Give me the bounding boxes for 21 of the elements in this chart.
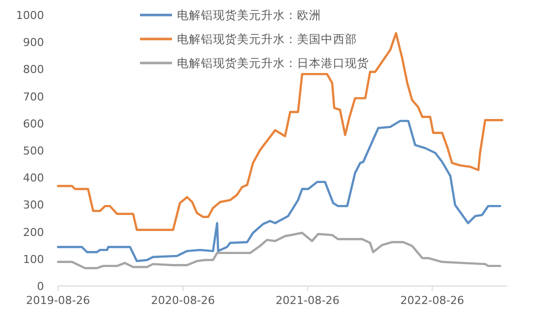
x-tick-label: 2021-08-26 — [276, 294, 340, 307]
y-tick-label: 900 — [23, 36, 44, 50]
y-tick-label: 100 — [23, 252, 44, 266]
legend-label: 电解铝现货美元升水：美国中西部 — [177, 32, 357, 46]
y-tick-label: 500 — [23, 144, 44, 158]
line-series — [56, 32, 504, 231]
legend-label: 电解铝现货美元升水：日本港口现货 — [177, 56, 369, 70]
y-tick-label: 800 — [23, 63, 44, 76]
line-series — [56, 120, 502, 262]
y-tick-label: 700 — [23, 90, 44, 104]
x-tick-label: 2019-08-26 — [26, 294, 90, 307]
y-tick-label: 0 — [37, 280, 44, 293]
x-tick-label: 2022-08-26 — [400, 294, 464, 307]
y-tick-label: 300 — [23, 198, 44, 212]
y-tick-label: 200 — [23, 226, 44, 239]
y-tick-label: 1000 — [16, 9, 44, 22]
x-tick-label: 2020-08-26 — [151, 294, 215, 307]
y-tick-label: 400 — [23, 172, 44, 185]
line-series — [56, 232, 502, 270]
y-tick-label: 600 — [23, 117, 44, 130]
legend-label: 电解铝现货美元升水：欧洲 — [177, 8, 321, 22]
